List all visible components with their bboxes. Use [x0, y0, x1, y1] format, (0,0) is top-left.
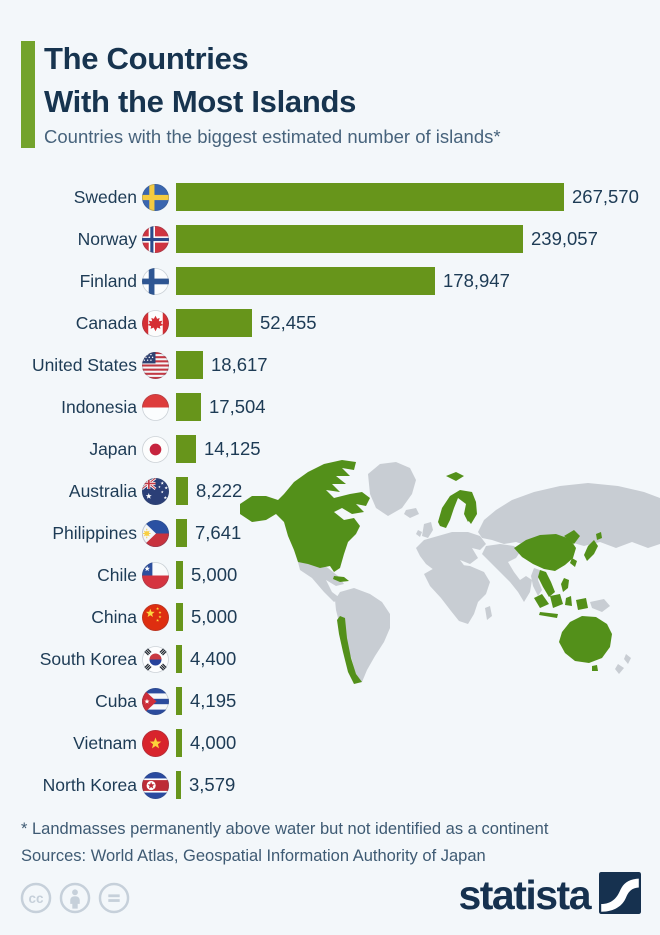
attribution-person-icon: [59, 882, 91, 919]
bar-row: China 5,000: [20, 596, 648, 638]
bar-row: North Korea 3,579: [20, 764, 648, 806]
bar-row: United States 18,617: [20, 344, 648, 386]
value-label: 52,455: [260, 312, 317, 333]
vietnam-flag-icon: [142, 729, 169, 757]
sources: Sources: World Atlas, Geospatial Informa…: [21, 847, 486, 866]
bar: [176, 267, 435, 295]
norway-flag-icon: [142, 225, 169, 253]
statista-logo-icon: [599, 872, 641, 919]
bar: [176, 477, 188, 505]
bar: [176, 183, 564, 211]
bar-row: Indonesia 17,504: [20, 386, 648, 428]
statista-wordmark: statista: [458, 872, 591, 918]
japan-flag-icon: [142, 435, 169, 463]
cc-icon: cc: [20, 882, 52, 919]
bar-row: Canada 52,455: [20, 302, 648, 344]
north-korea-flag-icon: [142, 771, 169, 799]
value-label: 4,000: [190, 732, 237, 753]
australia-flag-icon: [142, 477, 169, 505]
country-label: Vietnam: [73, 732, 137, 753]
finland-flag-icon: [142, 267, 169, 295]
country-label: Canada: [75, 312, 137, 333]
country-label: Australia: [68, 480, 137, 501]
value-label: 5,000: [191, 606, 238, 627]
bar-chart: Sweden 267,570 Norway 239,057 Finland 178,947…: [20, 176, 648, 806]
south-korea-flag-icon: [142, 645, 169, 673]
bar-row: Cuba 4,195: [20, 680, 648, 722]
bar-row: Norway 239,057: [20, 218, 648, 260]
indonesia-flag-icon: [142, 393, 169, 421]
country-label: Norway: [77, 228, 137, 249]
world-map: [240, 460, 660, 684]
country-label: Finland: [79, 270, 137, 291]
bar-row: Chile 5,000: [20, 554, 648, 596]
country-label: Indonesia: [61, 396, 137, 417]
china-flag-icon: [142, 603, 169, 631]
bar: [176, 603, 183, 631]
bar: [176, 519, 187, 547]
title-accent-bar: [21, 41, 35, 148]
value-label: 8,222: [196, 480, 243, 501]
country-label: Japan: [89, 438, 137, 459]
country-label: North Korea: [42, 774, 137, 795]
united-states-flag-icon: [142, 351, 169, 379]
svg-text:cc: cc: [29, 891, 44, 906]
bar-row: Australia 8,222: [20, 470, 648, 512]
bar: [176, 351, 203, 379]
country-label: Cuba: [95, 690, 137, 711]
bar: [176, 225, 523, 253]
country-label: Chile: [97, 564, 137, 585]
bar-row: Finland 178,947: [20, 260, 648, 302]
value-label: 5,000: [191, 564, 238, 585]
country-label: China: [91, 606, 137, 627]
bar: [176, 687, 182, 715]
bar: [176, 309, 252, 337]
country-label: Philippines: [52, 522, 137, 543]
page-title: The Countries With the Most Islands: [44, 41, 357, 119]
country-label: South Korea: [39, 648, 137, 669]
footnote: * Landmasses permanently above water but…: [21, 820, 549, 838]
bar: [176, 561, 183, 589]
value-label: 4,400: [190, 648, 237, 669]
bar: [176, 771, 181, 799]
philippines-flag-icon: [142, 519, 169, 547]
sweden-flag-icon: [142, 183, 169, 211]
value-label: 17,504: [209, 396, 266, 417]
map-landmass-gray: [298, 462, 660, 682]
bar-row: Japan 14,125: [20, 428, 648, 470]
cuba-flag-icon: [142, 687, 169, 715]
value-label: 4,195: [190, 690, 237, 711]
value-label: 18,617: [211, 354, 268, 375]
country-label: Sweden: [73, 186, 137, 207]
bar-row: South Korea 4,400: [20, 638, 648, 680]
value-label: 7,641: [195, 522, 242, 543]
canada-flag-icon: [142, 309, 169, 337]
map-highlighted-countries: [240, 460, 612, 684]
value-label: 267,570: [572, 186, 639, 207]
bar: [176, 729, 182, 757]
bar-row: Sweden 267,570: [20, 176, 648, 218]
bar-row: Vietnam 4,000: [20, 722, 648, 764]
no-derivatives-equals-icon: [98, 882, 130, 919]
footnote-block: * Landmasses permanently above water but…: [21, 816, 548, 870]
page-subtitle: Countries with the biggest estimated num…: [44, 126, 501, 147]
value-label: 3,579: [189, 774, 236, 795]
value-label: 239,057: [531, 228, 598, 249]
bar: [176, 393, 201, 421]
bar: [176, 645, 182, 673]
license-icons: cc: [20, 882, 130, 919]
value-label: 14,125: [204, 438, 261, 459]
bar-row: Philippines 7,641: [20, 512, 648, 554]
value-label: 178,947: [443, 270, 510, 291]
statista-logo: statista: [458, 872, 641, 919]
country-label: United States: [31, 354, 137, 375]
chile-flag-icon: [142, 561, 169, 589]
bar: [176, 435, 196, 463]
